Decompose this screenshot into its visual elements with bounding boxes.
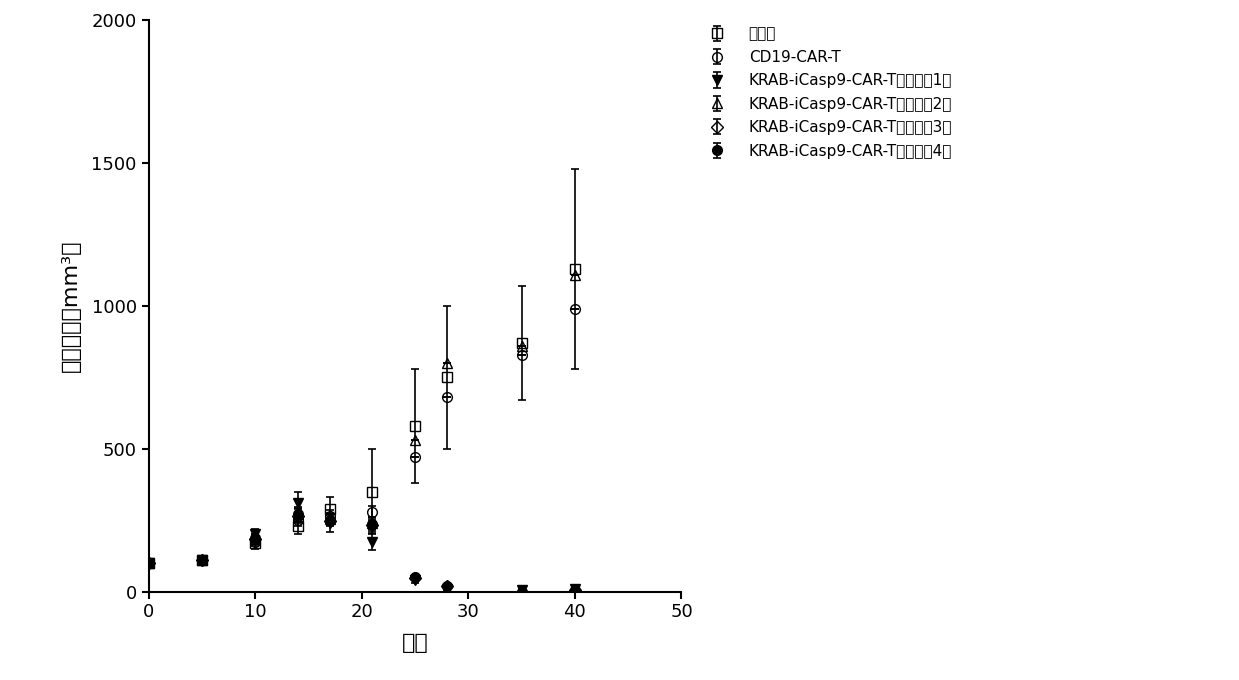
Y-axis label: 肿瘾体积（mm³）: 肿瘾体积（mm³） (61, 240, 81, 372)
Legend: 对照组, CD19-CAR-T, KRAB-iCasp9-CAR-T细胞文库1组, KRAB-iCasp9-CAR-T细胞文库2组, KRAB-iCasp9-C: 对照组, CD19-CAR-T, KRAB-iCasp9-CAR-T细胞文库1组… (693, 20, 958, 165)
X-axis label: 天数: 天数 (401, 632, 429, 653)
